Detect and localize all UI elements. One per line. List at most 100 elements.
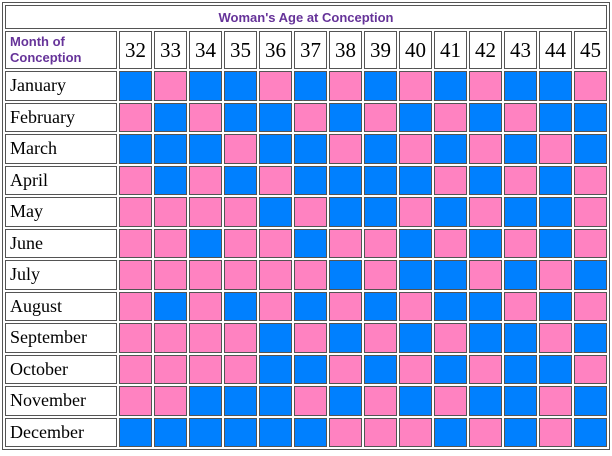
- boy-cell: [434, 291, 467, 321]
- girl-cell: [119, 354, 152, 384]
- month-label: May: [5, 197, 117, 227]
- age-column-header: 34: [189, 31, 222, 69]
- girl-cell: [189, 323, 222, 353]
- age-column-header: 45: [574, 31, 607, 69]
- boy-cell: [504, 354, 537, 384]
- girl-cell: [119, 386, 152, 416]
- boy-cell: [364, 71, 397, 101]
- girl-cell: [259, 165, 292, 195]
- boy-cell: [189, 228, 222, 258]
- age-column-header: 38: [329, 31, 362, 69]
- boy-cell: [399, 386, 432, 416]
- boy-cell: [504, 197, 537, 227]
- month-row: September: [5, 323, 607, 353]
- boy-cell: [469, 323, 502, 353]
- boy-cell: [119, 71, 152, 101]
- boy-cell: [189, 417, 222, 447]
- month-row: April: [5, 165, 607, 195]
- girl-cell: [399, 417, 432, 447]
- girl-cell: [154, 260, 187, 290]
- boy-cell: [539, 291, 572, 321]
- row-header-label: Month of Conception: [5, 31, 117, 69]
- age-column-header: 39: [364, 31, 397, 69]
- girl-cell: [574, 228, 607, 258]
- month-row: August: [5, 291, 607, 321]
- month-row: June: [5, 228, 607, 258]
- girl-cell: [119, 323, 152, 353]
- boy-cell: [574, 386, 607, 416]
- boy-cell: [154, 134, 187, 164]
- boy-cell: [504, 71, 537, 101]
- girl-cell: [399, 71, 432, 101]
- boy-cell: [504, 134, 537, 164]
- girl-cell: [574, 197, 607, 227]
- boy-cell: [329, 260, 362, 290]
- girl-cell: [469, 260, 502, 290]
- conception-chart-table: Woman's Age at Conception Month of Conce…: [2, 2, 610, 450]
- age-column-header: 40: [399, 31, 432, 69]
- boy-cell: [119, 134, 152, 164]
- boy-cell: [574, 260, 607, 290]
- month-row: December: [5, 417, 607, 447]
- boy-cell: [294, 165, 327, 195]
- boy-cell: [224, 165, 257, 195]
- age-column-header: 37: [294, 31, 327, 69]
- girl-cell: [399, 134, 432, 164]
- age-column-header: 44: [539, 31, 572, 69]
- girl-cell: [469, 417, 502, 447]
- girl-cell: [504, 165, 537, 195]
- boy-cell: [224, 291, 257, 321]
- girl-cell: [469, 354, 502, 384]
- age-column-header: 33: [154, 31, 187, 69]
- girl-cell: [189, 165, 222, 195]
- boy-cell: [329, 197, 362, 227]
- girl-cell: [189, 260, 222, 290]
- girl-cell: [154, 386, 187, 416]
- boy-cell: [469, 291, 502, 321]
- boy-cell: [224, 417, 257, 447]
- girl-cell: [329, 228, 362, 258]
- boy-cell: [154, 291, 187, 321]
- age-column-header: 36: [259, 31, 292, 69]
- girl-cell: [504, 102, 537, 132]
- girl-cell: [259, 260, 292, 290]
- boy-cell: [434, 197, 467, 227]
- month-row: October: [5, 354, 607, 384]
- boy-cell: [469, 228, 502, 258]
- boy-cell: [294, 354, 327, 384]
- girl-cell: [224, 260, 257, 290]
- boy-cell: [189, 386, 222, 416]
- boy-cell: [224, 102, 257, 132]
- girl-cell: [154, 323, 187, 353]
- girl-cell: [574, 71, 607, 101]
- girl-cell: [364, 260, 397, 290]
- girl-cell: [434, 165, 467, 195]
- girl-cell: [574, 291, 607, 321]
- girl-cell: [119, 102, 152, 132]
- girl-cell: [399, 291, 432, 321]
- boy-cell: [154, 102, 187, 132]
- girl-cell: [224, 197, 257, 227]
- girl-cell: [364, 102, 397, 132]
- month-label: October: [5, 354, 117, 384]
- girl-cell: [434, 323, 467, 353]
- boy-cell: [364, 165, 397, 195]
- girl-cell: [224, 323, 257, 353]
- girl-cell: [259, 291, 292, 321]
- boy-cell: [294, 291, 327, 321]
- girl-cell: [434, 102, 467, 132]
- girl-cell: [329, 291, 362, 321]
- age-column-header: 35: [224, 31, 257, 69]
- boy-cell: [224, 71, 257, 101]
- boy-cell: [539, 165, 572, 195]
- girl-cell: [154, 71, 187, 101]
- boy-cell: [294, 71, 327, 101]
- month-label: July: [5, 260, 117, 290]
- girl-cell: [294, 102, 327, 132]
- girl-cell: [259, 71, 292, 101]
- girl-cell: [329, 417, 362, 447]
- boy-cell: [154, 417, 187, 447]
- title-row: Woman's Age at Conception: [5, 5, 607, 29]
- boy-cell: [294, 134, 327, 164]
- girl-cell: [539, 134, 572, 164]
